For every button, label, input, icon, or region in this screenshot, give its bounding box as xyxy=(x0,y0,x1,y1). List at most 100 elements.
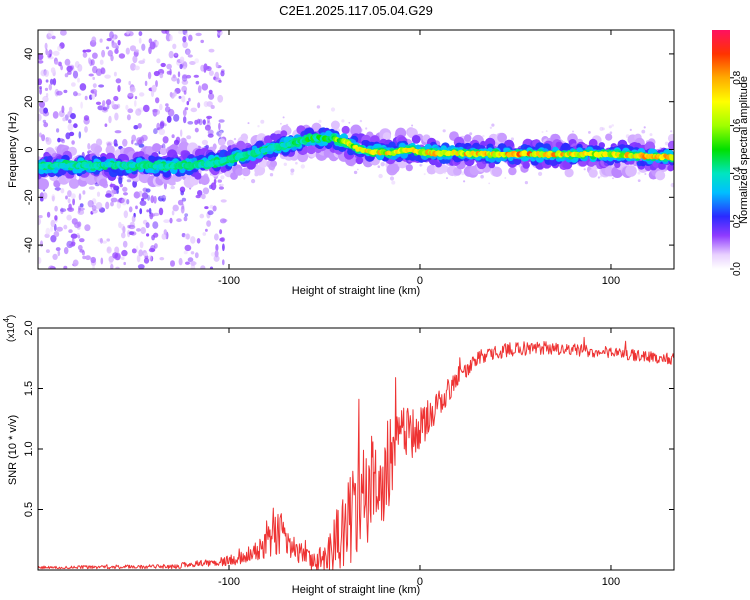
spectrogram-noise-cell xyxy=(160,120,165,127)
spectrogram-noise-cell xyxy=(145,222,150,229)
colorbar-strip xyxy=(712,30,730,269)
spectrogram-noise-cell xyxy=(46,211,51,218)
spectrogram-ridge-cell xyxy=(280,130,288,138)
spectrogram-faint-cell xyxy=(341,119,345,123)
spectrogram-noise-cell xyxy=(50,219,56,227)
spectrogram-ridge-cell xyxy=(341,125,350,135)
spectrogram-faint-cell xyxy=(488,182,491,185)
spectrogram-noise-cell xyxy=(45,227,51,236)
spectrogram-noise-cell xyxy=(217,179,222,183)
spectrogram-noise-cell xyxy=(63,265,68,269)
spectrogram-noise-cell xyxy=(38,215,43,219)
spectrogram-noise-cell xyxy=(132,180,138,188)
spectrogram-noise-cell xyxy=(38,78,43,86)
spectrogram-noise-cell xyxy=(207,133,214,138)
spectrogram-noise-cell xyxy=(63,89,68,94)
spectrogram-faint-cell xyxy=(491,123,495,127)
spectrogram-noise-cell xyxy=(50,235,57,243)
spectrogram-noise-cell xyxy=(205,228,208,232)
spectrogram-noise-cell xyxy=(113,95,119,102)
spectrogram-noise-cell xyxy=(118,176,123,185)
spectrogram-noise-cell xyxy=(60,65,63,71)
spectrogram-noise-cell xyxy=(143,252,149,256)
spectrogram-noise-cell xyxy=(122,240,128,248)
spectrogram-noise-cell xyxy=(158,207,164,216)
spectrogram-noise-cell xyxy=(108,115,112,124)
spectrogram-ridge-cell xyxy=(464,134,472,142)
spectrogram-noise-cell xyxy=(212,205,217,212)
spectrogram-faint-cell xyxy=(482,134,485,138)
spectrogram-noise-cell xyxy=(54,205,58,212)
spectrogram-faint-cell xyxy=(283,162,287,166)
spectrogram-noise-cell xyxy=(49,78,54,85)
spectrogram-faint-cell xyxy=(247,122,250,125)
spectrogram-noise-cell xyxy=(196,238,201,244)
spectrogram-noise-cell xyxy=(104,123,108,127)
spectrogram-noise-cell xyxy=(213,178,217,185)
snr-scale-exponent: 4 xyxy=(2,318,11,323)
spectrogram-noise-cell xyxy=(186,101,190,106)
snr-y-tick-label: 2.0 xyxy=(23,320,35,335)
spectrogram-noise-cell xyxy=(66,214,72,221)
chart-title: C2E1.2025.117.05.04.G29 xyxy=(279,3,433,18)
snr-x-ticks: -100 0 100 xyxy=(218,328,620,588)
spectrogram-noise-cell xyxy=(199,213,205,219)
svg-text:(x104): (x104) xyxy=(2,315,17,342)
spectrogram-faint-cell xyxy=(480,174,484,179)
spectrogram-noise-cell xyxy=(136,228,141,232)
spectrogram-ridge-cell xyxy=(270,160,277,168)
spectrogram-noise-cell xyxy=(118,53,126,59)
spectrogram-ridge-cell xyxy=(667,164,674,172)
spectrogram-noise-cell xyxy=(68,119,72,124)
spectrogram-noise-cell xyxy=(171,76,178,82)
spectrogram-noise-cell xyxy=(215,244,219,252)
spectrogram-faint-cell xyxy=(644,173,647,175)
spectrogram-noise-cell xyxy=(138,37,142,44)
spectrogram-noise-cell xyxy=(207,210,214,216)
spectrogram-faint-cell xyxy=(380,162,385,167)
spectrogram-noise-cell xyxy=(142,192,148,200)
snr-y-tick-label: 1.5 xyxy=(23,381,35,396)
spectrogram-noise-cell xyxy=(70,193,76,200)
spectrogram-noise-cell xyxy=(115,78,122,84)
spectrogram-noise-cell xyxy=(114,48,119,54)
spectrogram-noise-cell xyxy=(214,250,219,258)
spectrogram-noise-cell xyxy=(92,264,95,269)
spectrogram-noise-cell xyxy=(71,140,75,145)
spectrogram-ridge-cell xyxy=(68,178,80,189)
spectrogram-noise-cell xyxy=(153,212,160,217)
spectrogram-noise-cell xyxy=(216,30,222,33)
spectrogram-noise-cell xyxy=(208,48,215,53)
spectrogram-ridge-cell xyxy=(99,178,108,187)
spectrogram-noise-cell xyxy=(73,91,78,97)
spectrogram-noise-cell xyxy=(152,108,158,113)
spectrogram-noise-cell xyxy=(189,61,196,65)
colorbar-tick-label: 0.8 xyxy=(732,70,743,84)
spectrogram-noise-cell xyxy=(148,254,152,262)
spectrogram-noise-cell xyxy=(190,260,196,267)
spectrogram-noise-cell xyxy=(39,86,42,90)
spectrogram-noise-cell xyxy=(67,190,72,198)
spectrogram-noise-cell xyxy=(147,71,152,80)
snr-y-ticks: 0.5 1.0 1.5 2.0 xyxy=(23,320,674,517)
spectrogram-noise-cell xyxy=(39,87,42,95)
spectrogram-faint-cell xyxy=(377,165,381,168)
spectrogram-noise-cell xyxy=(208,92,215,100)
colorbar-label: Normalized spectral amplitude xyxy=(738,76,750,224)
spectrogram-noise-cell xyxy=(197,102,201,109)
spectrogram-marks xyxy=(38,30,674,269)
spectrogram-ridge-cell xyxy=(508,166,517,176)
spectrogram-noise-cell xyxy=(100,67,106,75)
spectrogram-noise-cell xyxy=(153,195,157,204)
spectrogram-ridge-cell xyxy=(491,166,503,177)
spectrogram-faint-cell xyxy=(290,171,294,176)
spectrogram-noise-cell xyxy=(183,90,187,95)
spectrogram-noise-cell xyxy=(122,226,126,234)
spectrogram-noise-cell xyxy=(60,188,65,194)
spectrogram-faint-cell xyxy=(389,176,395,181)
spectrogram-noise-cell xyxy=(56,226,63,232)
spectrogram-noise-cell xyxy=(122,186,128,192)
spectrogram-noise-cell xyxy=(173,91,177,97)
spectrogram-ridge-cell xyxy=(382,132,392,141)
spectrogram-noise-cell xyxy=(78,193,82,201)
